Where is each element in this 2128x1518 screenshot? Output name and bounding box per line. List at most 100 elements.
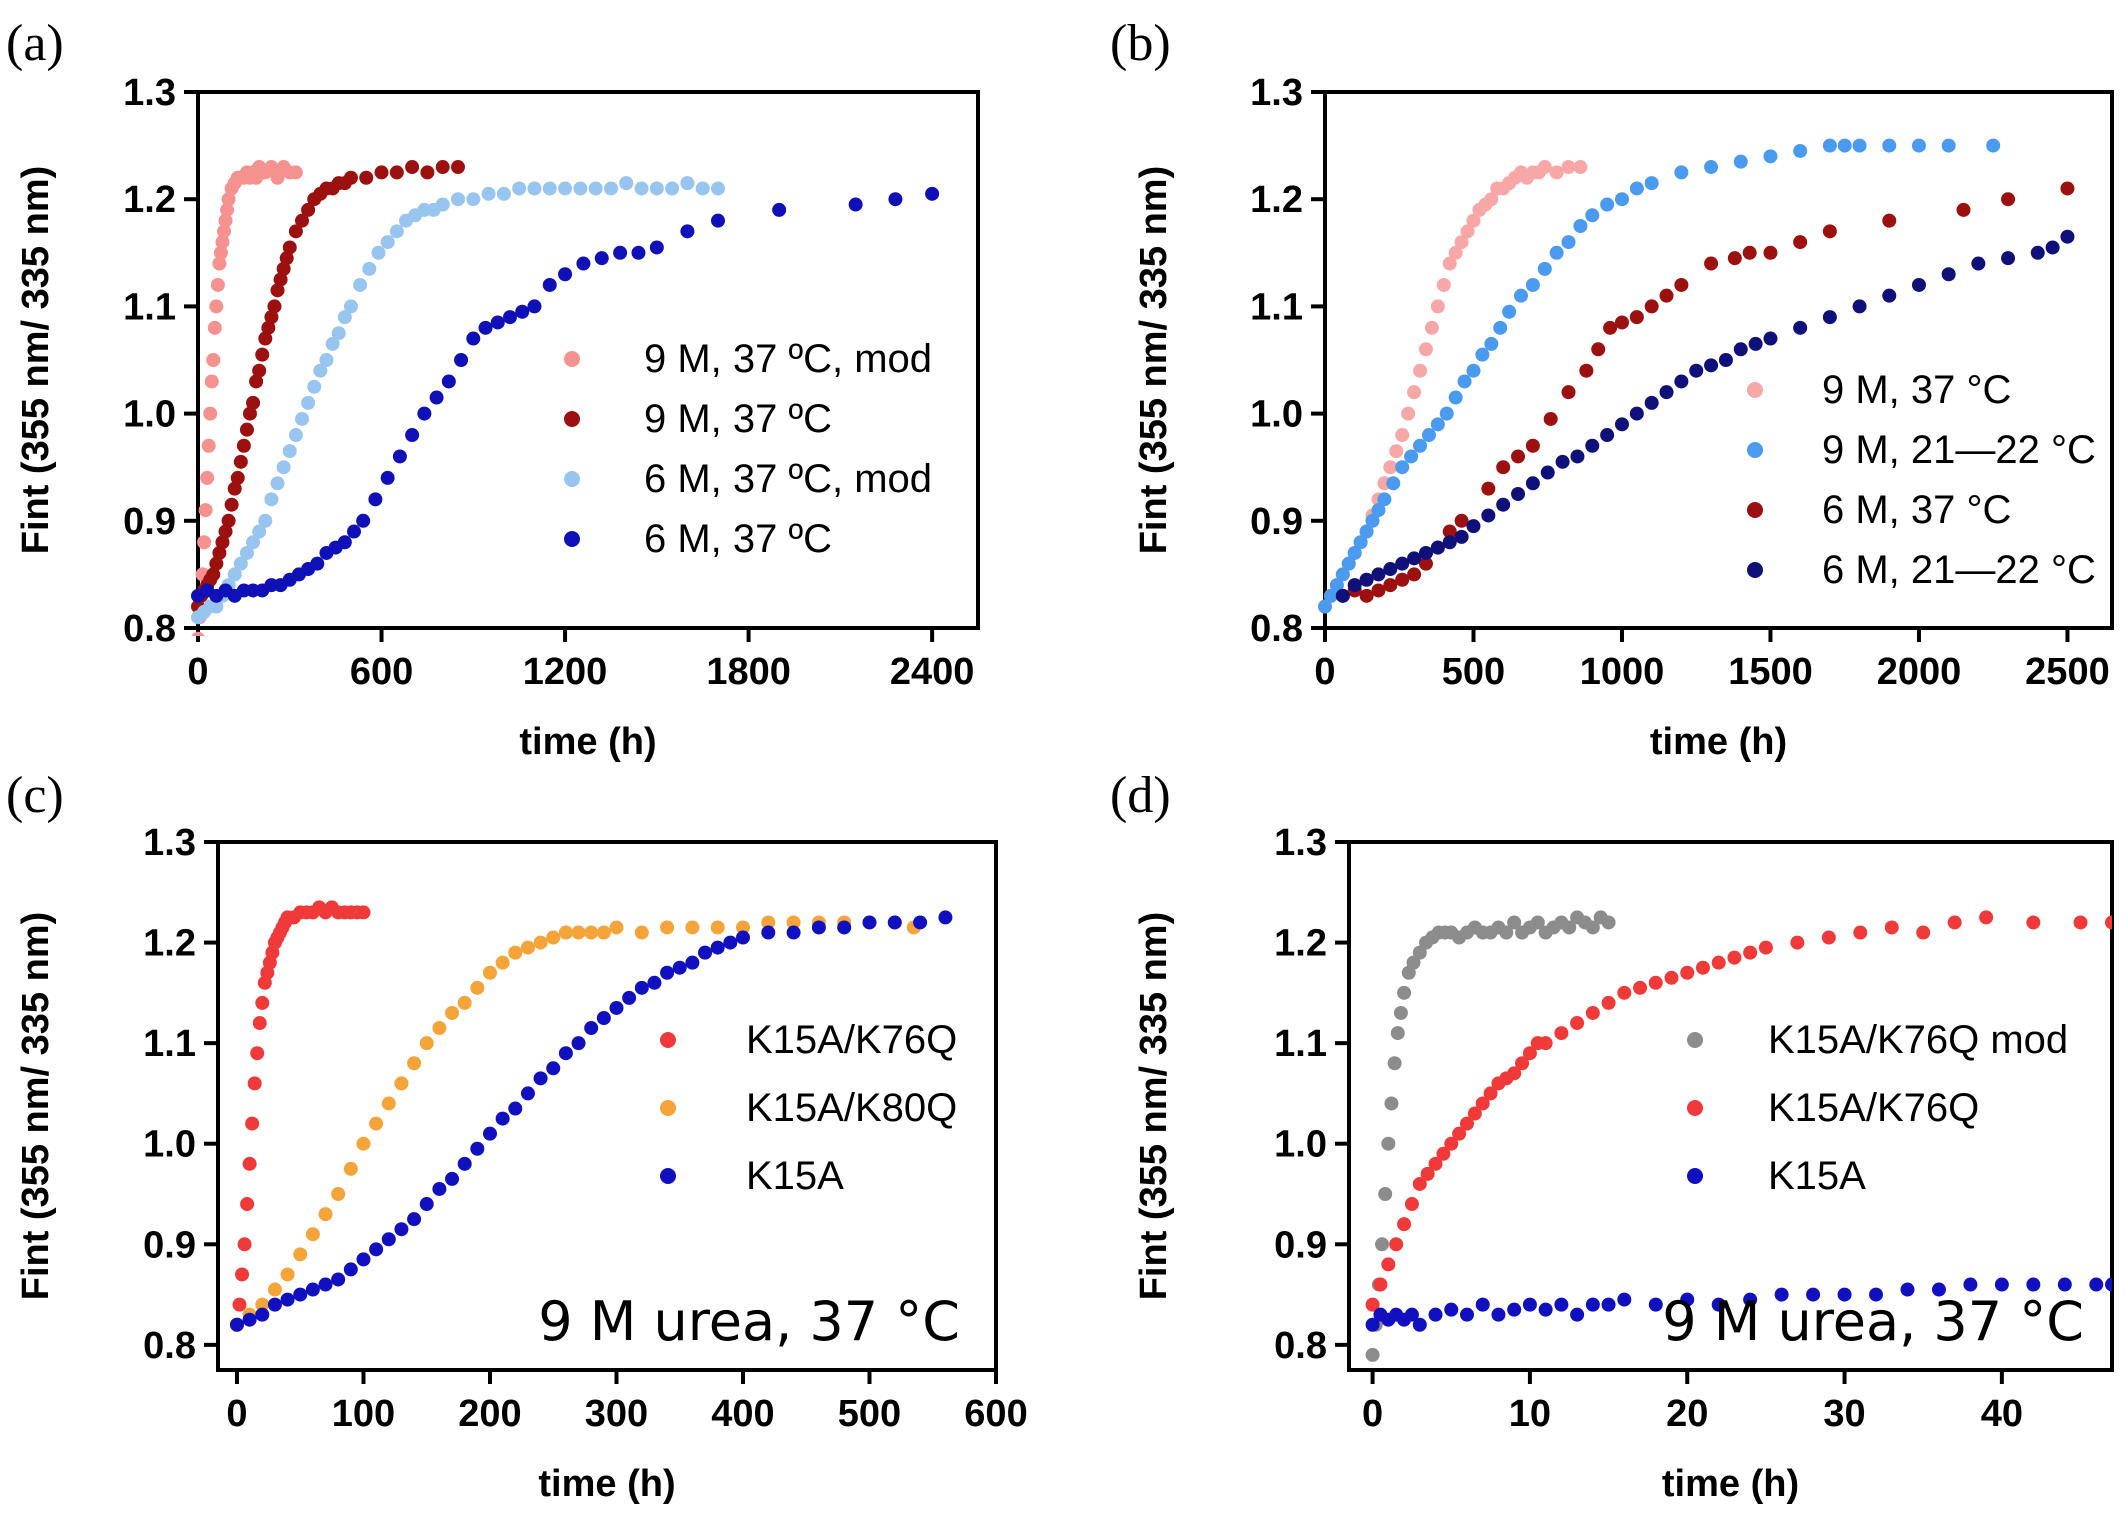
data-point: [1481, 508, 1496, 523]
data-point: [2060, 229, 2075, 244]
data-point: [1822, 310, 1837, 325]
data-point: [1386, 476, 1401, 491]
data-point: [1511, 487, 1526, 501]
legend: K15A/K76Q K15A/K80Q K15A: [660, 1018, 957, 1198]
data-point: [362, 261, 377, 276]
data-point: [542, 277, 557, 292]
data-point: [295, 411, 309, 426]
data-point: [255, 347, 270, 362]
data-point: [576, 256, 591, 271]
x-tick-label: 2400: [890, 651, 975, 693]
data-point: [1525, 438, 1540, 453]
data-point: [1793, 143, 1808, 158]
data-point: [318, 1207, 333, 1222]
data-point: [1617, 985, 1632, 1000]
x-tick-label: 30: [1823, 1393, 1865, 1435]
data-point: [197, 535, 212, 550]
data-point: [588, 181, 603, 196]
data-point: [1491, 1307, 1506, 1322]
legend: 9 M, 37 ºC, mod 9 M, 37 ºC 6 M, 37 ºC, mod…: [564, 337, 932, 561]
y-tick-label: 1.2: [1250, 179, 1303, 221]
data-point: [1359, 588, 1374, 603]
condition-annotation: 9 M urea, 37 °C: [1662, 1290, 2084, 1353]
data-point: [267, 299, 282, 314]
data-point: [1377, 492, 1392, 507]
data-point: [1365, 1297, 1380, 1312]
data-point: [1341, 556, 1356, 571]
data-point: [252, 363, 267, 378]
plot-frame: [1323, 90, 2114, 630]
condition-annotation: 9 M urea, 37 °C: [538, 1290, 960, 1353]
data-point: [255, 1307, 270, 1322]
data-point: [1412, 945, 1427, 960]
data-point: [1916, 925, 1931, 940]
legend-entry: 9 M, 21—22 °C: [1822, 428, 2096, 472]
data-point: [245, 1116, 260, 1131]
data-point: [206, 353, 221, 367]
data-point: [466, 331, 481, 346]
data-point: [267, 1282, 282, 1297]
data-point: [1365, 1317, 1380, 1332]
data-point: [1680, 965, 1695, 980]
data-point: [1900, 1282, 1915, 1297]
panel-label: (c): [6, 767, 64, 824]
data-point: [1395, 428, 1410, 443]
data-point: [1600, 197, 1615, 212]
series-0-points: [1365, 910, 1616, 1362]
data-point: [1743, 1292, 1758, 1307]
data-point: [520, 1086, 535, 1101]
data-point: [293, 1287, 308, 1302]
data-points: [1318, 138, 2075, 614]
x-tick-label: 1800: [706, 651, 791, 693]
data-point: [264, 160, 279, 175]
data-point: [1882, 213, 1897, 228]
data-point: [1931, 1282, 1946, 1297]
legend-marker: [1687, 1032, 1703, 1048]
data-point: [1413, 363, 1428, 378]
data-point: [837, 920, 852, 935]
data-point: [515, 304, 530, 319]
data-point: [672, 960, 687, 975]
data-point: [1821, 930, 1836, 945]
legend-entry: 6 M, 21—22 °C: [1822, 548, 2096, 592]
data-point: [215, 535, 230, 550]
x-tick-label: 1500: [1728, 651, 1813, 693]
data-point: [1601, 995, 1616, 1010]
data-point: [622, 990, 637, 1005]
panel-label: (a): [6, 15, 64, 72]
data-point: [1418, 545, 1433, 560]
data-point: [232, 1297, 247, 1312]
y-axis-title: Fint (355 nm/ 335 nm): [15, 912, 57, 1301]
data-point: [527, 299, 542, 314]
data-point: [496, 186, 511, 201]
data-point: [264, 310, 279, 325]
x-axis-title: time (h): [519, 721, 656, 763]
y-tick-label: 1.0: [143, 1124, 196, 1166]
data-point: [451, 160, 465, 175]
data-point: [454, 353, 469, 367]
data-point: [249, 374, 264, 389]
data-point: [445, 1005, 460, 1020]
legend-entry: K15A/K76Q mod: [1768, 1018, 2068, 1062]
data-point: [573, 181, 588, 196]
data-points: [191, 160, 940, 636]
data-point: [1674, 277, 1689, 292]
data-point: [258, 513, 273, 528]
series-1-points: [191, 160, 465, 614]
data-point: [252, 1016, 267, 1031]
data-point: [711, 181, 725, 196]
data-point: [1493, 320, 1508, 335]
data-point: [571, 1036, 586, 1051]
x-tick-label: 1200: [523, 651, 608, 693]
data-point: [695, 181, 710, 196]
data-point: [191, 631, 205, 636]
data-point: [1484, 336, 1499, 351]
data-point: [1389, 1237, 1404, 1252]
data-point: [2105, 915, 2112, 930]
data-point: [293, 1247, 308, 1262]
data-point: [1947, 915, 1962, 930]
data-point: [1884, 920, 1899, 935]
data-point: [1378, 1187, 1393, 1201]
data-point: [288, 428, 303, 443]
